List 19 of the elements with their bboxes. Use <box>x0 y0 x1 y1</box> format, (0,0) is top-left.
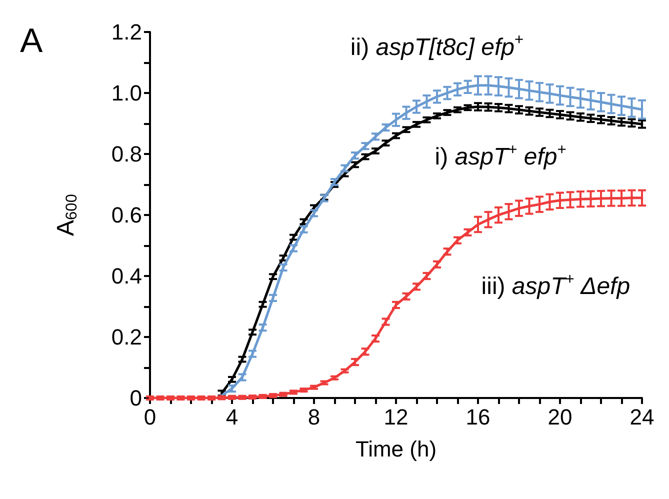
text: A <box>20 22 43 60</box>
y-tick-label: 1.2 <box>111 20 142 44</box>
y-tick-label: 0.4 <box>111 264 142 288</box>
y-axis-title: A600 <box>52 194 80 236</box>
y-tick-label: 0.8 <box>111 142 142 166</box>
x-tick-label: 16 <box>466 404 490 430</box>
x-tick-label: 8 <box>308 404 320 430</box>
x-tick-label: 4 <box>226 404 238 430</box>
series-label: ii) aspT[t8c] efp+ <box>350 32 524 61</box>
y-tick-label: 1.0 <box>111 80 142 106</box>
x-tick-label: 12 <box>384 404 408 430</box>
x-tick-label: 20 <box>548 404 572 430</box>
y-tick-label: 0.6 <box>111 202 142 228</box>
series-label: iii) aspT+ Δefp <box>481 270 630 300</box>
x-axis-title: Time (h) <box>355 436 437 462</box>
y-tick-label: 0 <box>130 386 142 410</box>
x-tick-label: 24 <box>630 404 654 430</box>
series-label: i) aspT+ efp+ <box>434 141 566 171</box>
y-tick-label: 0.2 <box>111 324 142 350</box>
